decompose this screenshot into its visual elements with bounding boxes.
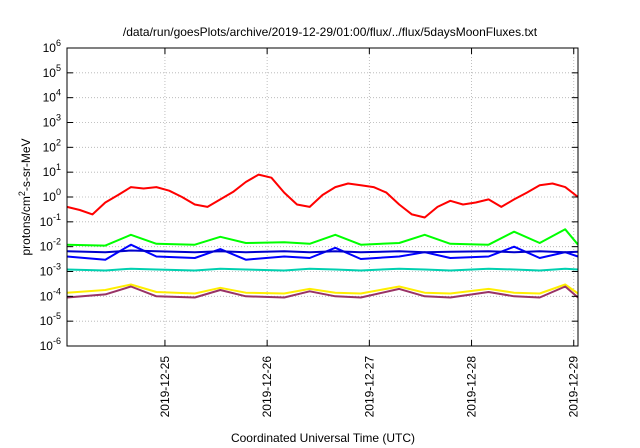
y-tick-label: 10-1 [40, 212, 61, 229]
y-tick-label-exp: -1 [53, 212, 61, 222]
x-tick-label: 2019-12-25 [158, 356, 172, 418]
chart-title: /data/run/goesPlots/archive/2019-12-29/0… [123, 25, 538, 39]
series-line-1 [66, 173, 579, 219]
y-tick-label-base: 10 [43, 190, 57, 204]
y-tick-label-base: 10 [43, 41, 57, 55]
series-line-4 [66, 249, 579, 254]
y-tick-label-base: 10 [40, 215, 54, 229]
y-tick-label-exp: -5 [53, 311, 61, 321]
y-tick-label-base: 10 [43, 165, 57, 179]
y-tick-label-exp: -6 [53, 336, 61, 346]
series-line-2 [66, 228, 579, 247]
y-tick-label: 10-2 [40, 237, 61, 254]
y-tick-label-exp: 5 [56, 63, 61, 73]
series-group [66, 173, 579, 299]
y-axis-label: protons/cm2-s-sr-MeV [17, 138, 33, 255]
y-tick-label-base: 10 [43, 140, 57, 154]
y-tick-label-base: 10 [40, 265, 54, 279]
y-tick-label-base: 10 [43, 91, 57, 105]
y-tick-label: 102 [43, 137, 61, 154]
y-axis-label-sup: 2 [17, 191, 27, 196]
y-tick-label: 104 [43, 88, 61, 105]
y-tick-label-base: 10 [40, 314, 54, 328]
y-axis-label-base: protons/cm [19, 196, 33, 255]
y-tick-label-exp: 3 [56, 113, 61, 123]
y-tick-label-exp: -2 [53, 237, 61, 247]
y-tick-label: 103 [43, 113, 61, 130]
x-axis-label: Coordinated Universal Time (UTC) [231, 431, 415, 445]
x-tick-label: 2019-12-26 [260, 356, 274, 418]
x-tick-label: 2019-12-29 [567, 356, 581, 418]
tick-group: 10-610-510-410-310-210-11001011021031041… [40, 38, 581, 417]
y-tick-label-exp: -3 [53, 262, 61, 272]
y-tick-label-exp: 0 [56, 187, 61, 197]
y-tick-label-base: 10 [40, 289, 54, 303]
series-line-5 [66, 267, 579, 272]
y-tick-label: 100 [43, 187, 61, 204]
series-line-6 [66, 283, 579, 295]
y-tick-label: 10-5 [40, 311, 61, 328]
y-axis-label-rest: -s-sr-MeV [19, 138, 33, 191]
y-tick-label: 106 [43, 38, 61, 55]
y-tick-label-base: 10 [40, 339, 54, 353]
x-tick-label: 2019-12-27 [362, 356, 376, 418]
x-tick-label: 2019-12-28 [465, 356, 479, 418]
y-tick-label-base: 10 [40, 240, 54, 254]
y-tick-label: 101 [43, 162, 61, 179]
y-tick-label: 10-3 [40, 262, 61, 279]
y-tick-label-exp: 4 [56, 88, 61, 98]
y-tick-label: 10-4 [40, 286, 61, 303]
y-tick-label-base: 10 [43, 66, 57, 80]
y-tick-label-exp: 2 [56, 137, 61, 147]
y-tick-label: 105 [43, 63, 61, 80]
series-line-3 [66, 243, 579, 261]
y-tick-label-base: 10 [43, 116, 57, 130]
series-line-7 [66, 285, 579, 299]
y-tick-label-exp: 1 [56, 162, 61, 172]
y-tick-label: 10-6 [40, 336, 61, 353]
y-tick-label-exp: -4 [53, 286, 61, 296]
grid [67, 48, 578, 346]
y-tick-label-exp: 6 [56, 38, 61, 48]
